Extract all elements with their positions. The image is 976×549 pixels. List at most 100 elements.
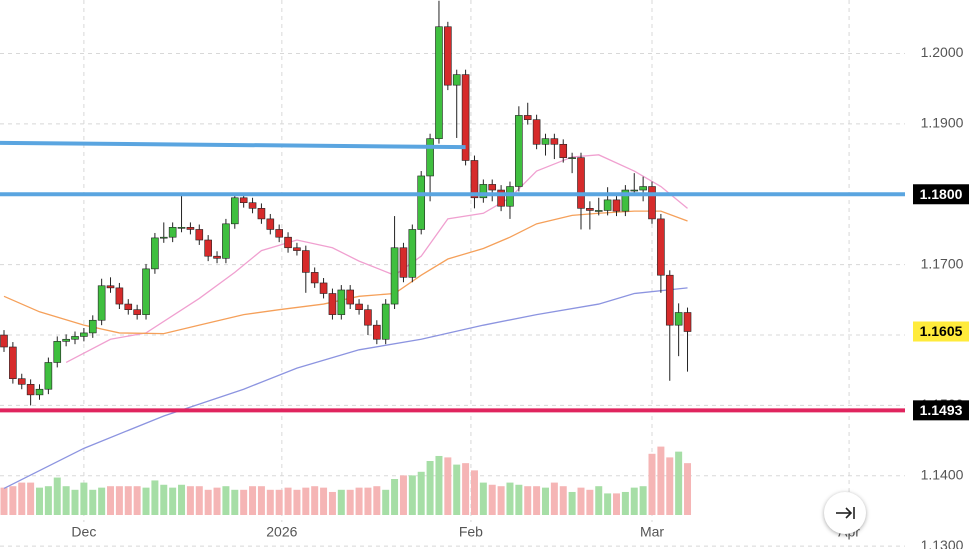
- volume-bar: [408, 475, 416, 515]
- volume-bar: [541, 487, 549, 515]
- candle-body: [239, 197, 248, 204]
- candle-body: [266, 218, 275, 230]
- volume-bar: [391, 479, 399, 515]
- candle-body: [577, 157, 585, 209]
- candle-body: [293, 247, 301, 251]
- candle-body: [515, 115, 523, 187]
- volume-bar: [9, 486, 17, 515]
- candle-body: [470, 160, 479, 199]
- scroll-to-latest-button[interactable]: [824, 492, 866, 534]
- volume-bar: [266, 489, 274, 515]
- level-label-box: [913, 184, 969, 205]
- volume-bar: [124, 486, 132, 515]
- volume-bar: [115, 486, 123, 515]
- volume-bar: [249, 486, 257, 515]
- last-price-box: [913, 321, 969, 342]
- volume-bar: [257, 486, 265, 515]
- volume-bar: [142, 487, 150, 515]
- candle-body: [657, 218, 665, 276]
- volume-bar: [488, 484, 496, 515]
- candle-body: [523, 115, 532, 120]
- candle-body: [337, 289, 346, 315]
- volume-bar: [44, 486, 52, 515]
- candle-body: [35, 388, 44, 396]
- y-tick-label: 1.1400: [921, 467, 964, 483]
- candle-body: [559, 143, 568, 158]
- candle-body: [44, 362, 53, 390]
- candle-body: [506, 186, 514, 207]
- volume-bar: [417, 471, 425, 515]
- candle-body: [479, 184, 488, 199]
- candle-body: [124, 303, 133, 310]
- volume-bar: [586, 489, 594, 515]
- x-tick-label: Feb: [459, 524, 483, 540]
- volume-bar: [107, 486, 115, 515]
- candle-body: [603, 199, 612, 211]
- volume-bar: [550, 482, 558, 515]
- volume-bar: [284, 487, 292, 515]
- candle-body: [612, 199, 621, 212]
- volume-bar: [293, 489, 301, 515]
- candle-body: [541, 138, 550, 145]
- moving-average-line: [3, 287, 688, 490]
- volume-bar: [444, 457, 452, 515]
- volume-bar: [630, 487, 638, 515]
- candle-body: [639, 186, 647, 191]
- candle-body: [452, 74, 461, 86]
- candle-body: [151, 237, 159, 270]
- volume-bar: [657, 446, 665, 515]
- volume-bar: [328, 491, 336, 515]
- y-tick-label: 1.1900: [921, 115, 964, 131]
- volume-bar: [27, 482, 35, 515]
- candle-body: [683, 312, 692, 332]
- candle-body: [621, 189, 630, 212]
- volume-bar: [151, 480, 159, 515]
- volume-bar: [195, 486, 203, 515]
- trendline: [0, 140, 466, 150]
- candle-body: [497, 189, 505, 207]
- candle-body: [417, 175, 426, 230]
- y-tick-label: 1.2000: [921, 44, 964, 60]
- candle-body: [630, 189, 639, 192]
- volume-bar: [133, 486, 141, 515]
- candle-body: [426, 138, 434, 177]
- candle-body: [115, 287, 124, 305]
- volume-bar: [506, 482, 514, 515]
- volume-bar: [346, 489, 354, 515]
- volume-bar: [462, 463, 470, 515]
- volume-bar: [604, 493, 612, 515]
- candle-body: [648, 186, 656, 220]
- volume-bar: [648, 453, 656, 515]
- x-tick-label: Dec: [71, 524, 96, 540]
- volume-bar: [568, 491, 576, 515]
- candle-body: [674, 312, 683, 326]
- volume-bar: [577, 487, 585, 515]
- volume-bar: [53, 477, 61, 515]
- candle-body: [159, 236, 168, 239]
- volume-bar: [231, 489, 239, 515]
- last-price-label: 1.1605: [920, 323, 963, 339]
- candle-body: [222, 223, 230, 259]
- candle-body: [461, 74, 470, 161]
- button-icon: [836, 507, 855, 519]
- volume-bar: [675, 451, 683, 515]
- level-label-box: [913, 400, 969, 421]
- candle-body: [408, 229, 417, 278]
- volume-bar: [595, 486, 603, 515]
- volume-bar: [639, 486, 647, 515]
- candle-body: [17, 378, 26, 385]
- candle-body: [177, 227, 186, 229]
- candle-body: [532, 119, 541, 145]
- volume-bar: [320, 487, 328, 515]
- volume-bar: [533, 486, 541, 515]
- candle-body: [168, 227, 177, 238]
- candle-body: [142, 268, 150, 315]
- volume-bar: [453, 464, 461, 515]
- candle-body: [80, 332, 88, 337]
- y-tick-label: 1.1700: [921, 255, 964, 271]
- volume-bar: [382, 489, 390, 515]
- candle-body: [381, 303, 390, 340]
- volume-bar: [479, 482, 487, 515]
- volume-bar: [515, 484, 523, 515]
